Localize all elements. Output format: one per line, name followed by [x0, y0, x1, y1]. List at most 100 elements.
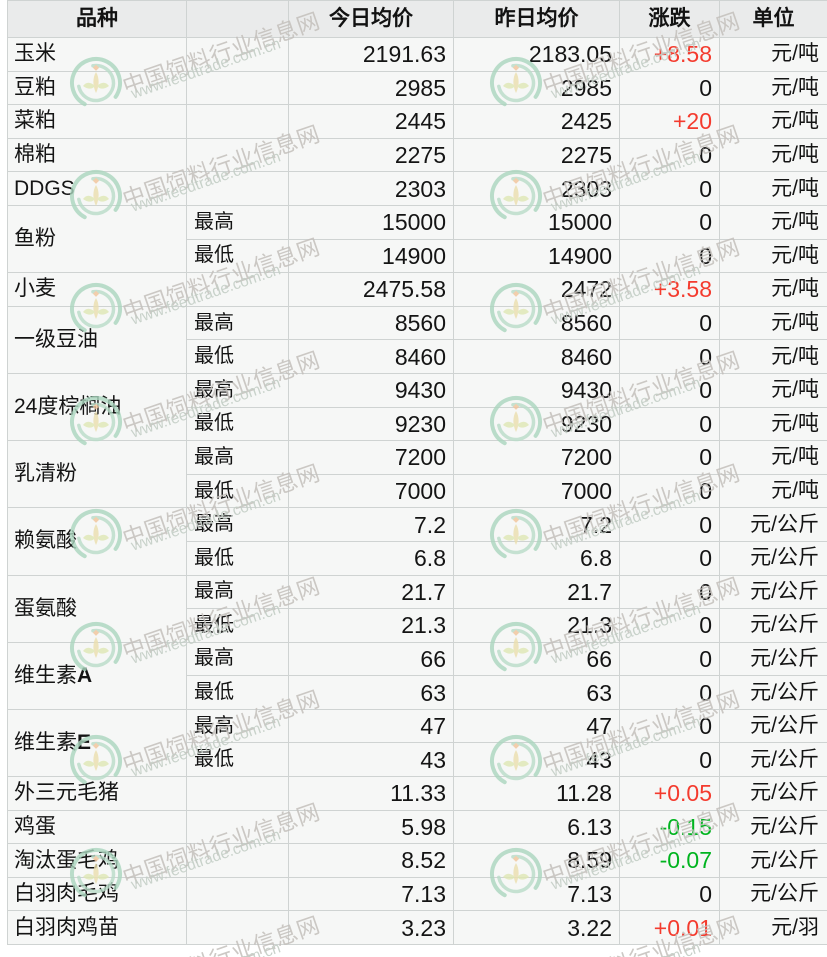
- unit-cell: 元/公斤: [719, 742, 827, 778]
- sub-label-cell: [186, 137, 289, 173]
- table-row: 24度棕榈油 最高 9430 9430 0 元/吨: [7, 372, 827, 442]
- sub-label-cell: [186, 910, 289, 946]
- sub-label-cell: [186, 809, 289, 845]
- today-price-cell: 11.33: [288, 776, 454, 811]
- yesterday-price-cell: 2425: [453, 104, 620, 139]
- unit-cell: 元/公斤: [719, 574, 827, 610]
- today-price-cell: 7000: [288, 473, 454, 509]
- unit-cell: 元/吨: [719, 137, 827, 173]
- unit-cell: 元/吨: [719, 305, 827, 341]
- table-row: 最低 7000 7000 0 元/吨: [8, 473, 827, 509]
- change-cell: +8.58: [619, 37, 720, 72]
- table-row: 菜粕 2445 2425 +20 元/吨: [7, 104, 827, 139]
- change-cell: 0: [619, 742, 720, 778]
- yesterday-price-cell: 21.3: [453, 608, 620, 643]
- today-price-cell: 5.98: [288, 809, 454, 845]
- sub-label-cell: 最高: [186, 372, 289, 408]
- table-row: 棉粕 2275 2275 0 元/吨: [7, 137, 827, 173]
- yesterday-price-cell: 11.28: [453, 776, 620, 811]
- change-cell: 0: [619, 708, 720, 744]
- today-price-cell: 21.3: [288, 608, 454, 643]
- variety-cell: 小麦: [7, 272, 187, 307]
- variety-cell: 白羽肉毛鸡: [7, 876, 187, 912]
- header-today-price: 今日均价: [288, 0, 454, 38]
- table-row: 赖氨酸 最高 7.2 7.2 0 元/公斤: [7, 507, 827, 576]
- today-price-cell: 8.52: [288, 843, 454, 878]
- sub-label-cell: 最低: [186, 675, 289, 710]
- yesterday-price-cell: 6.13: [453, 809, 620, 845]
- change-cell: 0: [619, 406, 720, 442]
- variety-cell: 赖氨酸: [7, 507, 187, 576]
- yesterday-price-cell: 7000: [453, 473, 620, 509]
- sub-label-cell: 最高: [186, 641, 289, 677]
- table-row: 最低 63 63 0 元/公斤: [8, 675, 827, 710]
- yesterday-price-cell: 63: [453, 675, 620, 710]
- today-price-cell: 15000: [288, 204, 454, 240]
- table-row: 鸡蛋 5.98 6.13 -0.15 元/公斤: [7, 809, 827, 845]
- variety-cell: DDGS: [7, 171, 187, 206]
- unit-cell: 元/吨: [719, 171, 827, 206]
- sub-label-cell: 最低: [186, 742, 289, 778]
- yesterday-price-cell: 47: [453, 708, 620, 744]
- sub-label-cell: [186, 37, 289, 72]
- sub-label-cell: 最低: [186, 339, 289, 374]
- sub-label-cell: 最低: [186, 608, 289, 643]
- variety-cell: 外三元毛猪: [7, 776, 187, 811]
- variety-cell: 维生素E: [7, 708, 187, 778]
- variety-cell: 维生素A: [7, 641, 187, 710]
- today-price-cell: 2475.58: [288, 272, 454, 307]
- unit-cell: 元/公斤: [719, 540, 827, 576]
- header-unit: 单位: [719, 0, 827, 38]
- change-cell: -0.07: [619, 843, 720, 878]
- change-cell: 0: [619, 675, 720, 710]
- change-cell: 0: [619, 574, 720, 610]
- variety-cell: 蛋氨酸: [7, 574, 187, 643]
- change-cell: 0: [619, 137, 720, 173]
- yesterday-price-cell: 8.59: [453, 843, 620, 878]
- table-row: 小麦 2475.58 2472 +3.58 元/吨: [7, 272, 827, 307]
- change-cell: 0: [619, 238, 720, 274]
- change-cell: -0.15: [619, 809, 720, 845]
- unit-cell: 元/公斤: [719, 843, 827, 878]
- yesterday-price-cell: 2303: [453, 171, 620, 206]
- variety-cell: 24度棕榈油: [7, 372, 187, 442]
- unit-cell: 元/公斤: [719, 809, 827, 845]
- change-cell: 0: [619, 305, 720, 341]
- yesterday-price-cell: 9430: [453, 372, 620, 408]
- price-table: 品种 今日均价 昨日均价 涨跌 单位 玉米 2191.63 2183.05 +8.58…: [7, 0, 827, 946]
- unit-cell: 元/公斤: [719, 641, 827, 677]
- yesterday-price-cell: 2275: [453, 137, 620, 173]
- today-price-cell: 47: [288, 708, 454, 744]
- yesterday-price-cell: 3.22: [453, 910, 620, 946]
- table-row: 最低 43 43 0 元/公斤: [8, 742, 827, 778]
- sub-label-cell: [186, 70, 289, 106]
- variety-cell: 玉米: [7, 37, 187, 72]
- table-row: 维生素E 最高 47 47 0 元/公斤: [7, 708, 827, 778]
- unit-cell: 元/吨: [719, 204, 827, 240]
- yesterday-price-cell: 8560: [453, 305, 620, 341]
- sub-label-cell: 最高: [186, 574, 289, 610]
- today-price-cell: 9430: [288, 372, 454, 408]
- change-cell: 0: [619, 440, 720, 475]
- table-row: 最低 14900 14900 0 元/吨: [8, 238, 827, 274]
- unit-cell: 元/公斤: [719, 675, 827, 710]
- change-cell: +0.01: [619, 910, 720, 946]
- table-header-row: 品种 今日均价 昨日均价 涨跌 单位: [7, 0, 827, 38]
- change-cell: 0: [619, 70, 720, 106]
- yesterday-price-cell: 2472: [453, 272, 620, 307]
- today-price-cell: 2985: [288, 70, 454, 106]
- today-price-cell: 2191.63: [288, 37, 454, 72]
- unit-cell: 元/公斤: [719, 507, 827, 542]
- table-row: 一级豆油 最高 8560 8560 0 元/吨: [7, 305, 827, 374]
- today-price-cell: 21.7: [288, 574, 454, 610]
- unit-cell: 元/公斤: [719, 776, 827, 811]
- change-cell: 0: [619, 372, 720, 408]
- table-row: 最低 8460 8460 0 元/吨: [8, 339, 827, 374]
- today-price-cell: 14900: [288, 238, 454, 274]
- yesterday-price-cell: 7200: [453, 440, 620, 475]
- sub-label-cell: 最低: [186, 406, 289, 442]
- unit-cell: 元/吨: [719, 339, 827, 374]
- sub-label-cell: 最高: [186, 305, 289, 341]
- variety-cell: 鱼粉: [7, 204, 187, 274]
